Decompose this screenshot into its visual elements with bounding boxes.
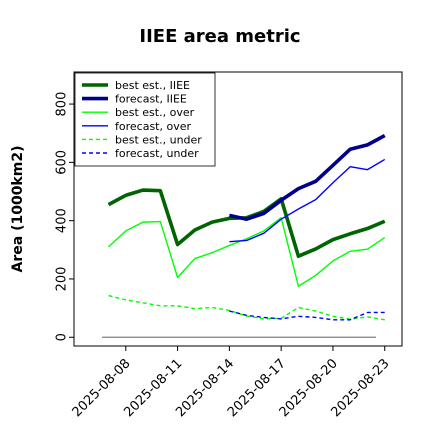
- y-tick-label: 0: [55, 333, 70, 341]
- series-line-3: [108, 217, 386, 287]
- legend-label: best est., over: [115, 106, 195, 119]
- legend-box: [74, 72, 216, 167]
- legend-label: forecast, over: [115, 120, 191, 133]
- plot-frame: [73, 71, 403, 347]
- series-line-6: [229, 310, 385, 321]
- y-axis-label: Area (1000km2): [10, 146, 26, 273]
- legend-label: best est., under: [115, 133, 202, 146]
- series-line-5: [108, 294, 385, 321]
- series-line-4: [229, 158, 386, 243]
- series-line-1: [107, 188, 386, 259]
- y-tick-label: 600: [55, 150, 70, 175]
- y-tick-label: 400: [55, 208, 70, 233]
- legend-label: forecast, under: [115, 147, 199, 160]
- legend-label: best est., IIEE: [115, 79, 190, 92]
- chart-title: IIEE area metric: [139, 26, 301, 47]
- legend-label: forecast, IIEE: [115, 93, 187, 106]
- y-tick-label: 200: [55, 267, 70, 292]
- series-line-2: [228, 133, 386, 221]
- y-tick-label: 800: [55, 92, 70, 117]
